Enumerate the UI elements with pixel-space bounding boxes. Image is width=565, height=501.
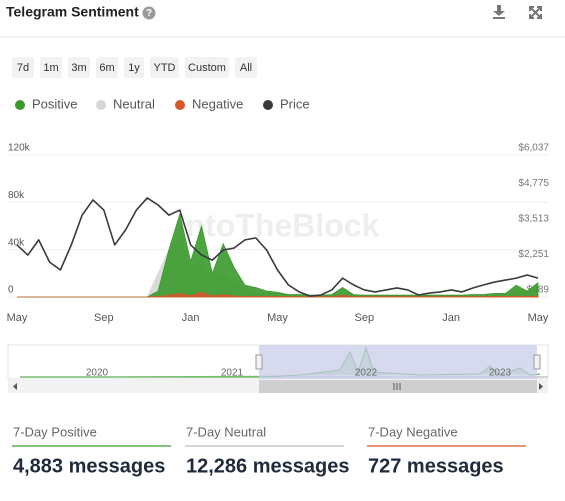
legend-label[interactable]: Neutral xyxy=(113,96,155,111)
range-button[interactable]: 1m xyxy=(40,57,62,78)
legend-label[interactable]: Positive xyxy=(32,96,78,111)
navigator xyxy=(7,344,549,393)
range-button[interactable]: All xyxy=(235,57,257,78)
range-button[interactable]: 6m xyxy=(96,57,118,78)
y2-tick-label: $3,513 xyxy=(518,214,549,225)
legend-item[interactable]: Negative xyxy=(175,96,243,111)
button-label[interactable]: All xyxy=(240,62,252,74)
button-bg[interactable] xyxy=(40,57,62,78)
x-tick-label: Sep xyxy=(94,312,114,324)
navigator-label: 2020 xyxy=(86,368,109,379)
button-label[interactable]: YTD xyxy=(154,62,176,74)
y-tick-label: 80k xyxy=(8,190,25,201)
legend-item[interactable]: Positive xyxy=(15,96,78,111)
range-button[interactable]: 1y xyxy=(124,57,144,78)
navigator-label: 2021 xyxy=(221,368,244,379)
area-series xyxy=(17,237,539,298)
stat-label: 7-Day Neutral xyxy=(186,424,266,439)
y2-tick-label: $6,037 xyxy=(518,143,549,154)
x-tick-label: May xyxy=(267,312,288,324)
button-bg[interactable] xyxy=(96,57,118,78)
legend-marker[interactable] xyxy=(263,100,273,110)
legend-marker[interactable] xyxy=(175,100,185,110)
x-tick-label: Sep xyxy=(355,312,375,324)
button-label[interactable]: 6m xyxy=(99,62,114,74)
legend-label[interactable]: Negative xyxy=(192,96,243,111)
stat-value: 727 messages xyxy=(368,455,504,477)
expand-icon[interactable] xyxy=(529,6,542,19)
button-bg[interactable] xyxy=(235,57,257,78)
button-label[interactable]: 1m xyxy=(43,62,58,74)
button-bg[interactable] xyxy=(150,57,179,78)
y2-tick-label: $2,251 xyxy=(518,249,549,260)
button-bg[interactable] xyxy=(124,57,144,78)
legend-marker[interactable] xyxy=(15,100,25,110)
range-button[interactable]: 7d xyxy=(12,57,34,78)
button-label[interactable]: 7d xyxy=(17,62,29,74)
legend-marker[interactable] xyxy=(96,100,106,110)
button-label[interactable]: 3m xyxy=(71,62,86,74)
y-tick-label: 0 xyxy=(8,285,14,296)
range-button[interactable]: YTD xyxy=(150,57,179,78)
navigator-label: 2022 xyxy=(355,368,378,379)
help-icon[interactable]: ? xyxy=(142,6,156,20)
legend-item[interactable]: Neutral xyxy=(96,96,155,111)
price-line xyxy=(16,197,539,297)
legend-item[interactable]: Price xyxy=(263,96,310,111)
y-tick-label: 40k xyxy=(8,237,25,248)
button-bg[interactable] xyxy=(12,57,34,78)
button-bg[interactable] xyxy=(185,57,229,78)
button-label[interactable]: Custom xyxy=(188,62,226,74)
stat-label: 7-Day Positive xyxy=(13,424,97,439)
x-tick-label: Jan xyxy=(182,312,200,324)
stat-label: 7-Day Negative xyxy=(368,424,458,439)
button-bg[interactable] xyxy=(68,57,90,78)
navigator-label: 2023 xyxy=(489,368,512,379)
stat-value: 12,286 messages xyxy=(186,455,349,477)
stat-value: 4,883 messages xyxy=(13,455,165,477)
x-tick-label: Jan xyxy=(442,312,460,324)
y-tick-label: 120k xyxy=(8,143,31,154)
watermark: IntoTheBlock xyxy=(177,207,380,243)
area-series xyxy=(17,291,539,298)
svg-text:?: ? xyxy=(146,8,152,19)
y2-tick-label: $4,775 xyxy=(518,178,549,189)
x-tick-label: May xyxy=(528,312,549,324)
x-tick-label: May xyxy=(7,312,28,324)
download-icon[interactable] xyxy=(493,5,505,19)
button-label[interactable]: 1y xyxy=(128,62,140,74)
widget-title: Telegram Sentiment xyxy=(6,4,139,20)
range-button[interactable]: 3m xyxy=(68,57,90,78)
legend-label[interactable]: Price xyxy=(280,96,310,111)
range-button[interactable]: Custom xyxy=(185,57,229,78)
